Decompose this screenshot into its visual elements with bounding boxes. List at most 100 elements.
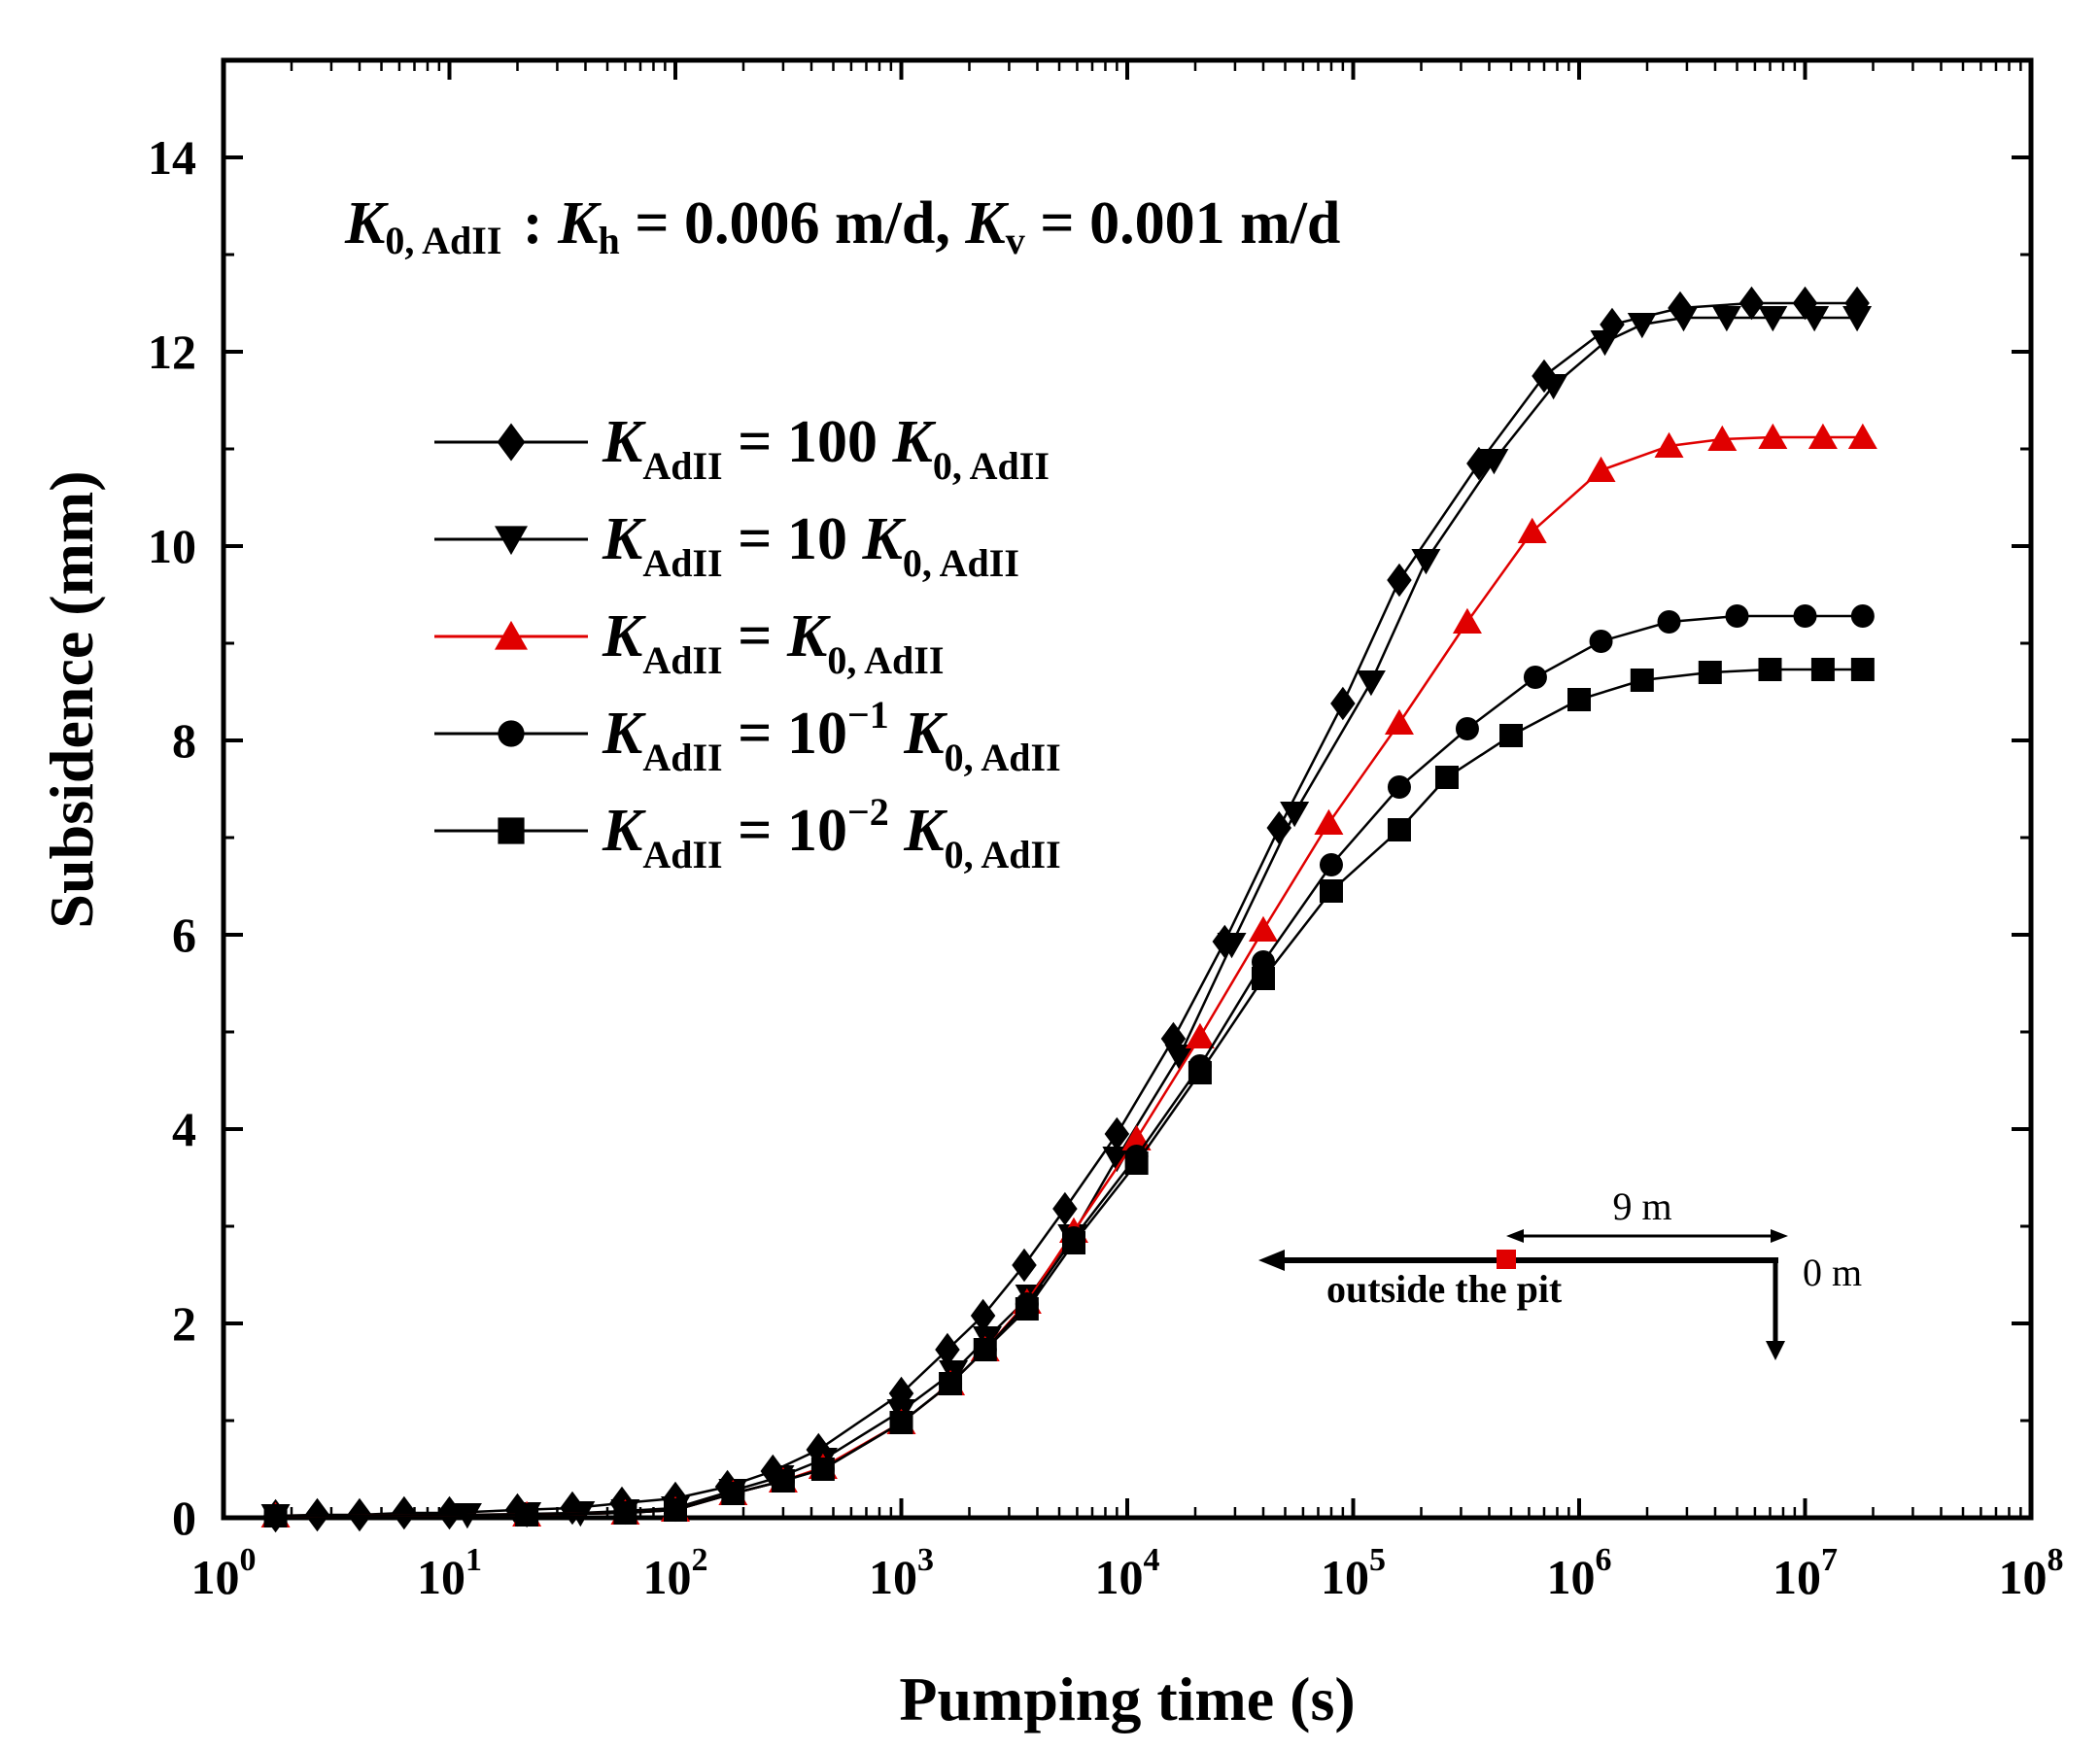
distance-label: 9 m xyxy=(1612,1184,1671,1228)
legend-label: KAdII = 10−2 K0, AdII xyxy=(602,790,1061,876)
series-layer xyxy=(260,286,1877,1533)
legend: KAdII = 100 K0, AdII KAdII = 10 K0, AdII K… xyxy=(434,409,1061,876)
ground-arrow-head xyxy=(1258,1250,1285,1271)
y-axis-title: Subsidence (mm) xyxy=(37,470,106,928)
y-tick-label: 6 xyxy=(172,908,196,962)
parameter-annotation: K0, AdII : Kh = 0.006 m/d, Kv = 0.001 m/… xyxy=(344,190,1340,262)
data-point xyxy=(1850,604,1875,628)
data-point xyxy=(1590,330,1620,357)
y-tick-labels: 0 2 4 6 8 10 12 14 xyxy=(148,130,196,1545)
data-point xyxy=(1567,688,1591,711)
data-point xyxy=(1711,306,1741,332)
data-point xyxy=(1758,306,1788,332)
data-point xyxy=(935,1332,960,1367)
y-tick-label: 12 xyxy=(148,325,196,379)
data-point xyxy=(392,1495,417,1530)
data-point xyxy=(1387,775,1411,799)
data-point xyxy=(263,1504,288,1527)
legend-item: KAdII = 100 K0, AdII xyxy=(434,409,1050,488)
legend-item: KAdII = K0, AdII xyxy=(434,603,944,682)
legend-item: KAdII = 10−1 K0, AdII xyxy=(434,693,1061,779)
legend-item: KAdII = 10 K0, AdII xyxy=(434,506,1019,585)
data-point xyxy=(1452,607,1482,634)
x-tick-label: 100 xyxy=(191,1542,257,1604)
data-point xyxy=(1627,313,1657,339)
data-point xyxy=(970,1298,996,1333)
data-point xyxy=(973,1338,997,1361)
data-point xyxy=(1251,967,1275,990)
x-tick-label: 105 xyxy=(1321,1542,1386,1604)
distance-arrow-right-head xyxy=(1771,1229,1788,1243)
monitoring-point-marker xyxy=(1497,1250,1516,1269)
data-point xyxy=(1657,610,1681,634)
series-square xyxy=(263,658,1875,1527)
y-tick-label: 2 xyxy=(172,1296,196,1351)
data-point xyxy=(1164,1045,1194,1071)
data-point xyxy=(613,1501,637,1525)
data-point xyxy=(1124,1151,1149,1175)
data-point xyxy=(1707,425,1738,451)
data-point xyxy=(1523,666,1547,689)
legend-marker xyxy=(495,620,528,650)
data-point xyxy=(1758,658,1782,681)
x-tick-label: 106 xyxy=(1547,1542,1612,1604)
data-point xyxy=(1725,604,1749,628)
data-point xyxy=(1455,717,1479,740)
data-point xyxy=(1248,915,1278,942)
data-point xyxy=(664,1498,687,1522)
data-point xyxy=(1739,286,1765,321)
data-point xyxy=(1807,423,1838,449)
y-tick-label: 8 xyxy=(172,713,196,768)
data-point xyxy=(1012,1248,1037,1283)
y-tick-label: 10 xyxy=(148,519,196,573)
data-point xyxy=(1330,686,1356,721)
data-point xyxy=(1698,661,1722,684)
data-point xyxy=(1411,549,1441,575)
data-point xyxy=(1384,708,1414,735)
data-point xyxy=(1479,449,1509,475)
data-point xyxy=(1102,1147,1132,1173)
data-point xyxy=(1847,423,1877,449)
side-label: outside the pit xyxy=(1326,1267,1563,1311)
data-point xyxy=(1015,1297,1039,1321)
legend-marker xyxy=(497,423,526,462)
distance-arrow-left-head xyxy=(1506,1229,1524,1243)
x-tick-label: 102 xyxy=(643,1542,708,1604)
data-point xyxy=(1314,808,1344,835)
data-point xyxy=(1319,853,1343,876)
data-point xyxy=(1387,818,1411,841)
data-point xyxy=(939,1372,963,1395)
data-point xyxy=(1589,630,1613,653)
y-tick-label: 4 xyxy=(172,1102,196,1156)
data-point xyxy=(1061,1231,1085,1254)
data-point xyxy=(1280,802,1310,828)
x-tick-label: 104 xyxy=(1095,1542,1160,1604)
legend-label: KAdII = K0, AdII xyxy=(602,603,944,682)
y-tick-label: 14 xyxy=(148,130,196,185)
data-point xyxy=(1810,658,1835,681)
data-point xyxy=(1434,766,1459,789)
legend-marker xyxy=(498,817,525,844)
data-point xyxy=(1185,1022,1215,1048)
legend-label: KAdII = 100 K0, AdII xyxy=(602,409,1050,488)
legend-label: KAdII = 10 K0, AdII xyxy=(602,506,1019,585)
data-point xyxy=(889,1411,913,1434)
x-tick-label: 101 xyxy=(417,1542,482,1604)
x-tick-label: 107 xyxy=(1773,1542,1838,1604)
data-point xyxy=(515,1503,539,1527)
depth-arrow-head xyxy=(1766,1341,1785,1360)
legend-marker xyxy=(495,526,528,556)
data-point xyxy=(1654,431,1684,458)
data-point xyxy=(1217,933,1247,959)
data-point xyxy=(1538,374,1568,400)
data-point xyxy=(1517,517,1547,543)
data-point xyxy=(1499,724,1524,747)
data-point xyxy=(1850,658,1875,681)
data-point xyxy=(1586,456,1616,482)
inset-schematic: 9 m 0 m outside the pit xyxy=(1258,1184,1862,1360)
data-point xyxy=(1387,563,1412,598)
data-point xyxy=(1356,670,1386,697)
data-point xyxy=(1669,306,1699,332)
x-tick-label: 103 xyxy=(869,1542,934,1604)
